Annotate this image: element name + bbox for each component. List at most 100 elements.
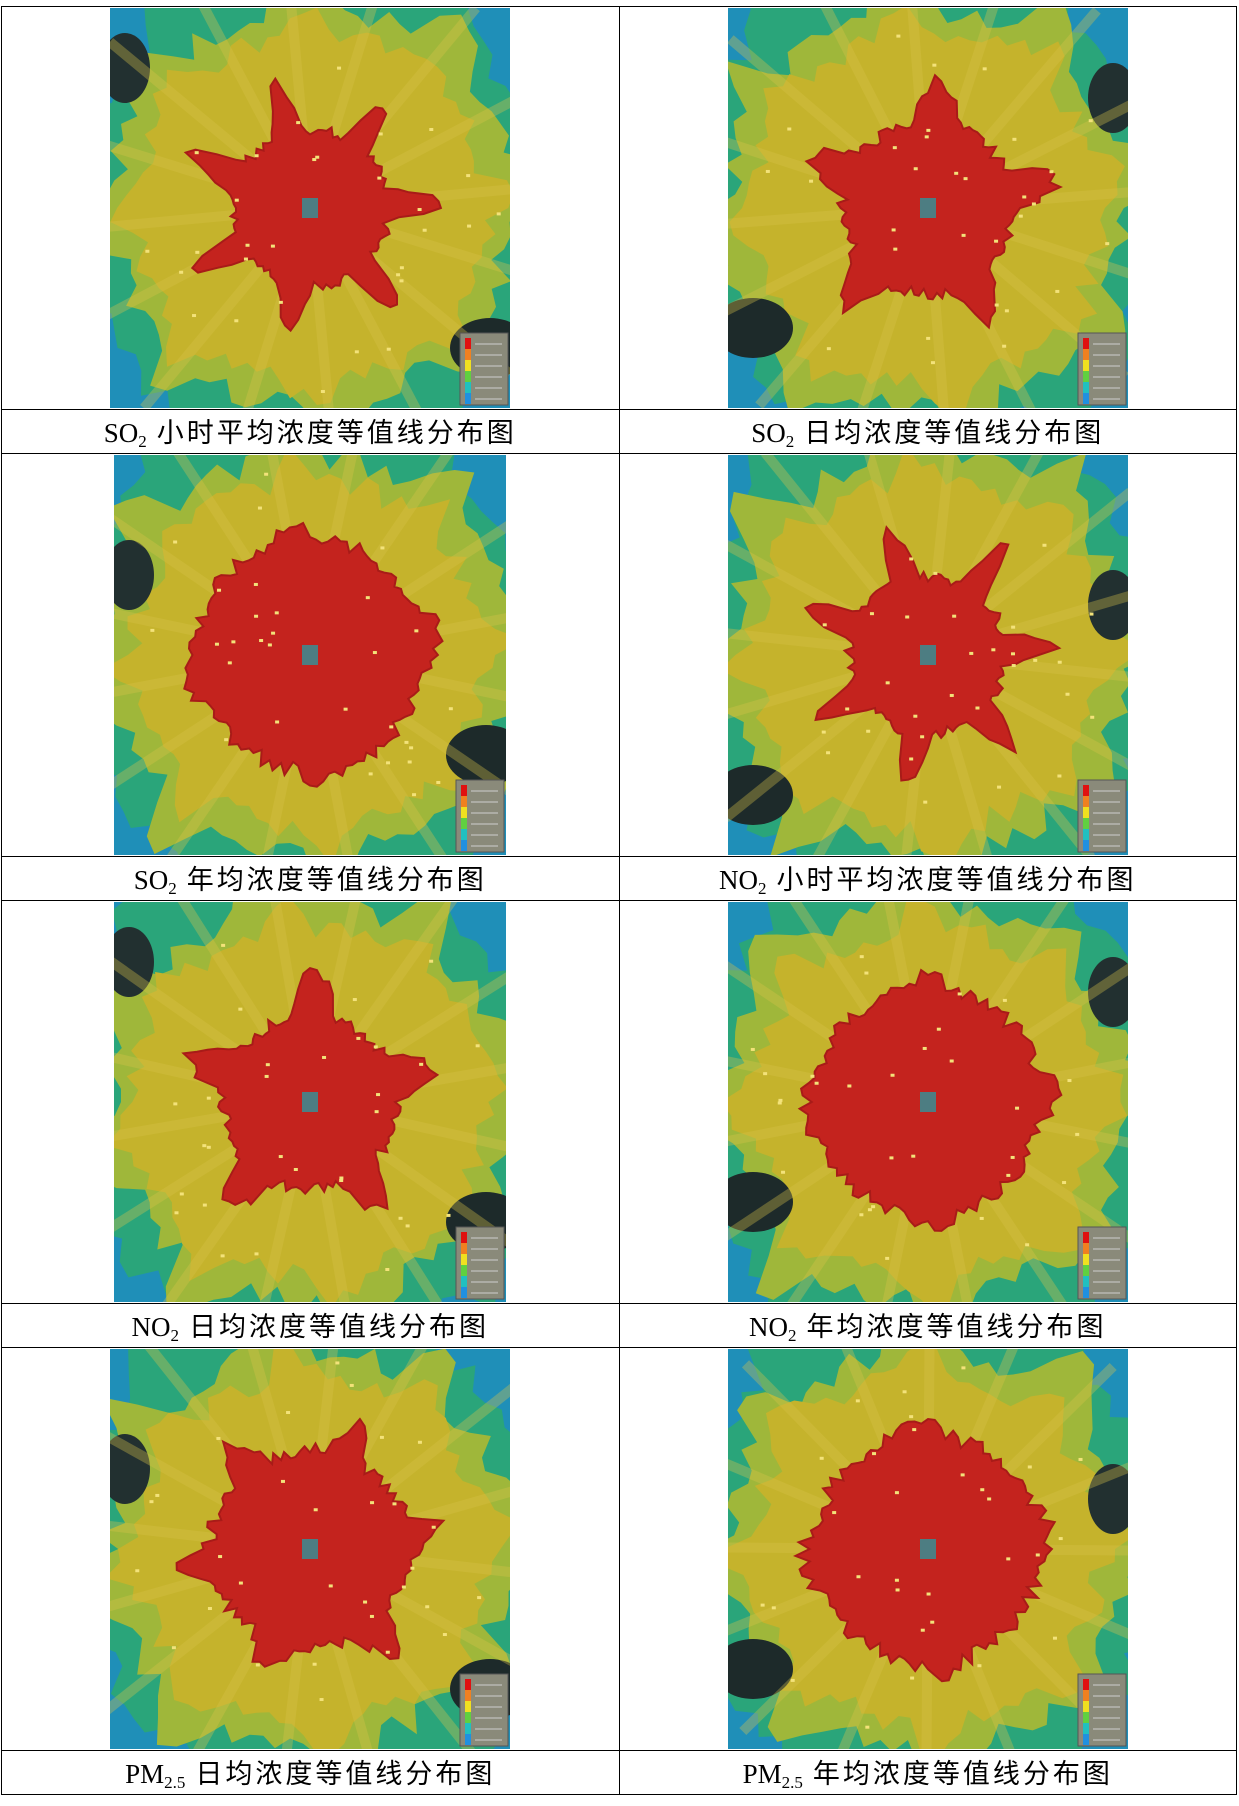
legend-swatch [1083, 1287, 1089, 1298]
legend-swatch [461, 785, 467, 796]
map-dot [150, 1500, 154, 1503]
map-dot [418, 208, 422, 211]
map-dot [1042, 544, 1046, 547]
map-dot [856, 1399, 860, 1402]
map-dot [275, 720, 279, 723]
map-dot [207, 1097, 211, 1100]
map-dot [350, 1384, 354, 1387]
map-legend [1078, 780, 1126, 852]
map-dot [430, 128, 434, 131]
map-dot [1011, 626, 1015, 629]
map-dot [443, 1633, 447, 1636]
legend-swatch [461, 1232, 467, 1243]
caption-pollutant: PM [125, 1759, 164, 1789]
caption-text: 小时平均浓度等值线分布图 [777, 865, 1137, 895]
legend-swatch [465, 1679, 471, 1690]
map-dot [313, 1663, 317, 1666]
map-dot [997, 786, 1001, 789]
legend-swatch [461, 829, 467, 840]
map-dot [893, 146, 897, 149]
legend-swatch [465, 338, 471, 349]
map-dot [215, 643, 219, 646]
map-dot [172, 1646, 176, 1649]
map-dot [937, 1028, 941, 1031]
map-dot [366, 596, 370, 599]
contour-map [114, 902, 506, 1302]
map-dot [864, 972, 868, 975]
map-dot [870, 612, 874, 615]
map-dot [1006, 1557, 1010, 1560]
map-dot [896, 35, 900, 38]
map-dot [390, 725, 394, 728]
legend-swatch [1083, 1734, 1089, 1745]
caption-text: 小时平均浓度等值线分布图 [157, 418, 517, 448]
map-dot [1062, 1181, 1066, 1184]
map-dot [910, 1677, 914, 1680]
map-dot [467, 225, 471, 228]
map-dot [279, 1155, 283, 1158]
map-dot [1067, 1079, 1071, 1082]
map-dot [814, 1082, 818, 1085]
map-legend [1078, 333, 1126, 405]
map-dot [859, 955, 863, 958]
map-dot [1088, 119, 1092, 122]
contour-map [728, 8, 1128, 408]
map-dot [402, 1586, 406, 1589]
map-dot [822, 623, 826, 626]
map-dot [203, 1204, 207, 1207]
legend-swatch [1083, 338, 1089, 349]
caption-text: 年均浓度等值线分布图 [813, 1759, 1113, 1789]
map-dot [218, 1555, 222, 1558]
map-dot [1005, 309, 1009, 312]
legend-swatch [465, 1690, 471, 1701]
map-dot [294, 1168, 298, 1171]
map-dot [370, 1501, 374, 1504]
map-dot [905, 615, 909, 618]
map-dot [781, 1171, 785, 1174]
map-dot [255, 1252, 259, 1255]
caption-subscript: 2 [138, 432, 147, 451]
map-dot [378, 177, 382, 180]
map-dot [763, 1072, 767, 1075]
map-dot [832, 1511, 836, 1514]
caption-subscript: 2.5 [782, 1773, 803, 1792]
map-dot [400, 266, 404, 269]
map-dot [952, 615, 956, 618]
map-dot [1015, 1107, 1019, 1110]
map-dot [1003, 999, 1007, 1002]
map-dot [408, 760, 412, 763]
caption-pollutant: SO [104, 418, 139, 448]
map-dot [826, 751, 830, 754]
map-dot [913, 715, 917, 718]
map-dot [203, 1144, 207, 1147]
map-dot [931, 361, 935, 364]
map-dot [415, 629, 419, 632]
caption-subscript: 2 [788, 1326, 797, 1345]
image-cell [619, 7, 1237, 410]
map-dot [476, 1044, 480, 1047]
map-dot [1025, 1243, 1029, 1246]
map-dot [337, 67, 341, 70]
map-dot [930, 1621, 934, 1624]
map-dot [271, 632, 275, 635]
map-dot [913, 167, 917, 170]
map-dot [961, 1366, 965, 1369]
map-dot [412, 793, 416, 796]
caption-cell: NO2日均浓度等值线分布图 [2, 1304, 620, 1348]
map-dot [437, 781, 441, 784]
map-dot [871, 1205, 875, 1208]
map-dot [380, 1436, 384, 1439]
legend-swatch [461, 1254, 467, 1265]
map-dot [314, 1508, 318, 1511]
map-source [302, 645, 318, 665]
legend-swatch [1083, 1254, 1089, 1265]
legend-swatch [1083, 785, 1089, 796]
map-dot [256, 1663, 260, 1666]
map-dot [921, 1629, 925, 1632]
legend-swatch [1083, 349, 1089, 360]
map-dot [902, 1390, 906, 1393]
legend-swatch [1083, 382, 1089, 393]
